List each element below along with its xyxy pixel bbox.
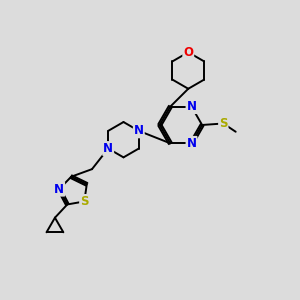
Text: O: O [183, 46, 193, 59]
Text: N: N [54, 183, 64, 196]
Text: S: S [219, 117, 228, 130]
Text: N: N [187, 100, 196, 113]
Text: N: N [134, 124, 144, 137]
Text: N: N [187, 137, 196, 150]
Text: S: S [80, 195, 88, 208]
Text: N: N [103, 142, 113, 155]
